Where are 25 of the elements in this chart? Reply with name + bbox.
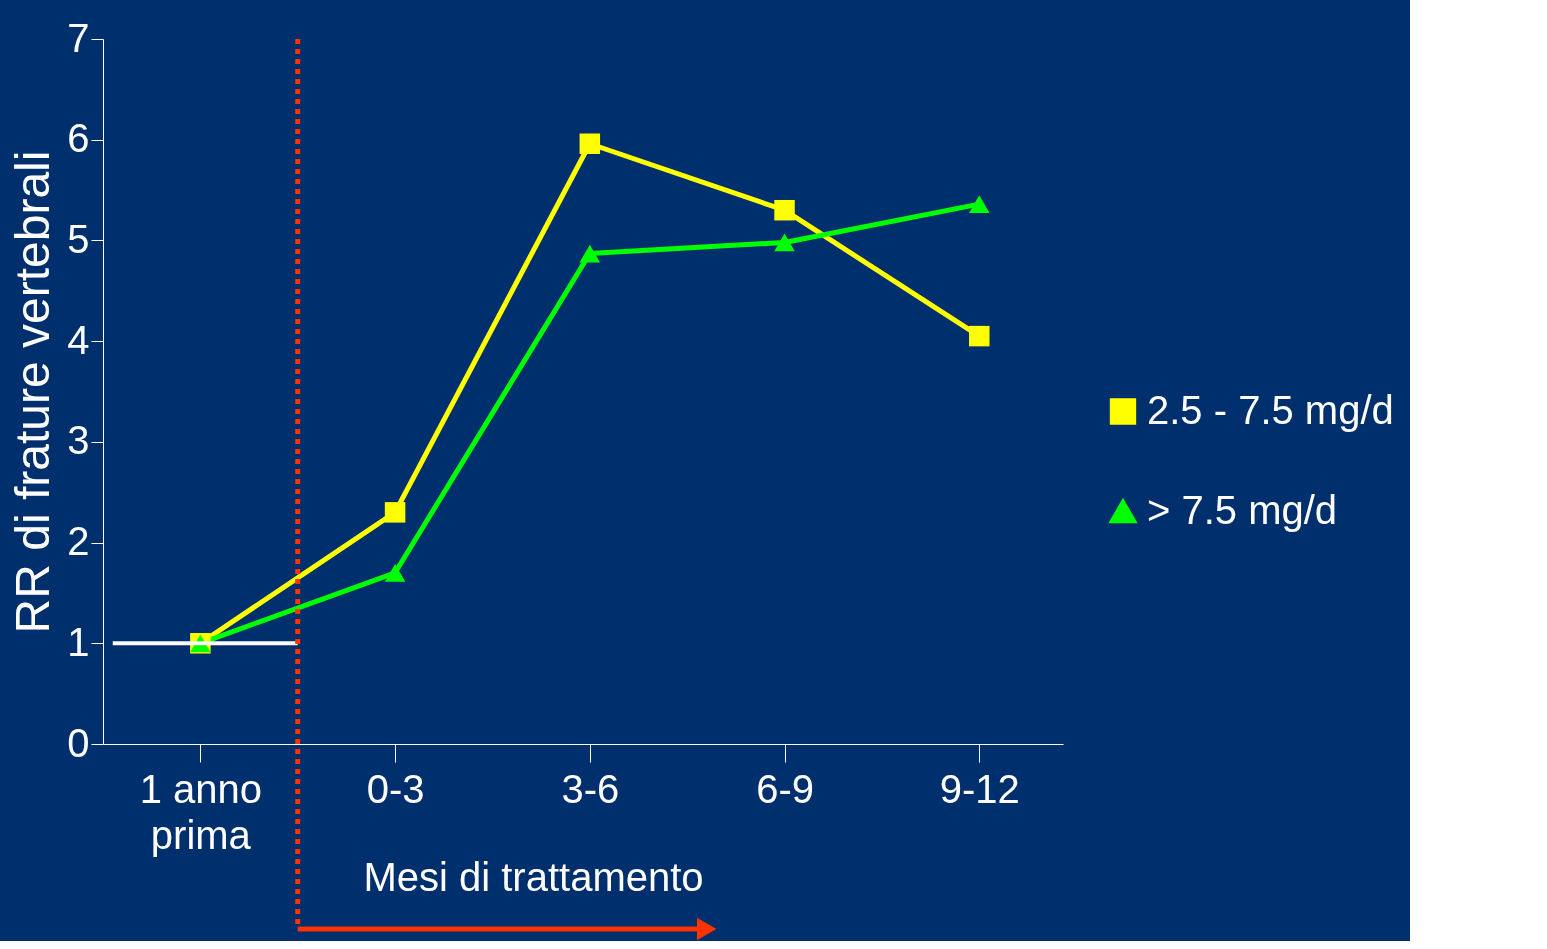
- point: [384, 502, 406, 523]
- point: [774, 233, 795, 252]
- y-tick-label: 7: [67, 15, 90, 60]
- legend-label: > 7.5 mg/d: [1147, 487, 1338, 532]
- y-tick-label: 3: [67, 418, 90, 463]
- y-tick-label: 1: [67, 619, 90, 664]
- y-tick-label: 5: [67, 216, 90, 261]
- point: [384, 563, 406, 582]
- x-tick-label: 3-6: [561, 766, 620, 811]
- x-axis-title: Mesi di trattamento: [363, 854, 704, 899]
- legend-label: 2.5 - 7.5 mg/d: [1147, 387, 1394, 432]
- x-tick-label: 6-9: [756, 766, 814, 811]
- y-tick-label: 2: [67, 519, 90, 564]
- point: [579, 133, 601, 154]
- y-axis-title: RR di frature vertebrali: [6, 150, 60, 634]
- x-tick-label: 1 anno prima: [139, 766, 263, 857]
- point: [969, 325, 990, 347]
- point: [969, 195, 990, 214]
- x-tick-label: 9-12: [939, 766, 1020, 811]
- y-tick-label: 6: [67, 116, 90, 161]
- y-tick-label: 4: [67, 317, 90, 362]
- y-tick-label: 0: [67, 720, 90, 765]
- x-tick-label: 0-3: [366, 766, 425, 811]
- point: [774, 199, 795, 221]
- point: [579, 244, 601, 263]
